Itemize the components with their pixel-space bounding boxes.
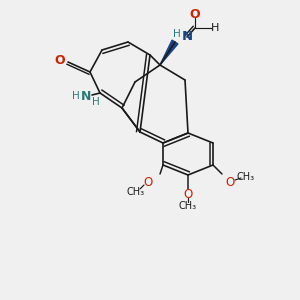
- Polygon shape: [160, 40, 178, 65]
- Text: CH₃: CH₃: [127, 187, 145, 197]
- Text: CH₃: CH₃: [179, 201, 197, 211]
- Text: O: O: [183, 188, 193, 200]
- Text: N: N: [81, 89, 91, 103]
- Text: O: O: [143, 176, 153, 188]
- Text: CH₃: CH₃: [237, 172, 255, 182]
- Text: O: O: [55, 53, 65, 67]
- Text: O: O: [190, 8, 200, 22]
- Text: O: O: [225, 176, 235, 188]
- Text: H: H: [72, 91, 80, 101]
- Text: H: H: [211, 23, 219, 33]
- Text: N: N: [182, 31, 193, 44]
- Text: H: H: [92, 97, 100, 107]
- Text: H: H: [173, 29, 181, 39]
